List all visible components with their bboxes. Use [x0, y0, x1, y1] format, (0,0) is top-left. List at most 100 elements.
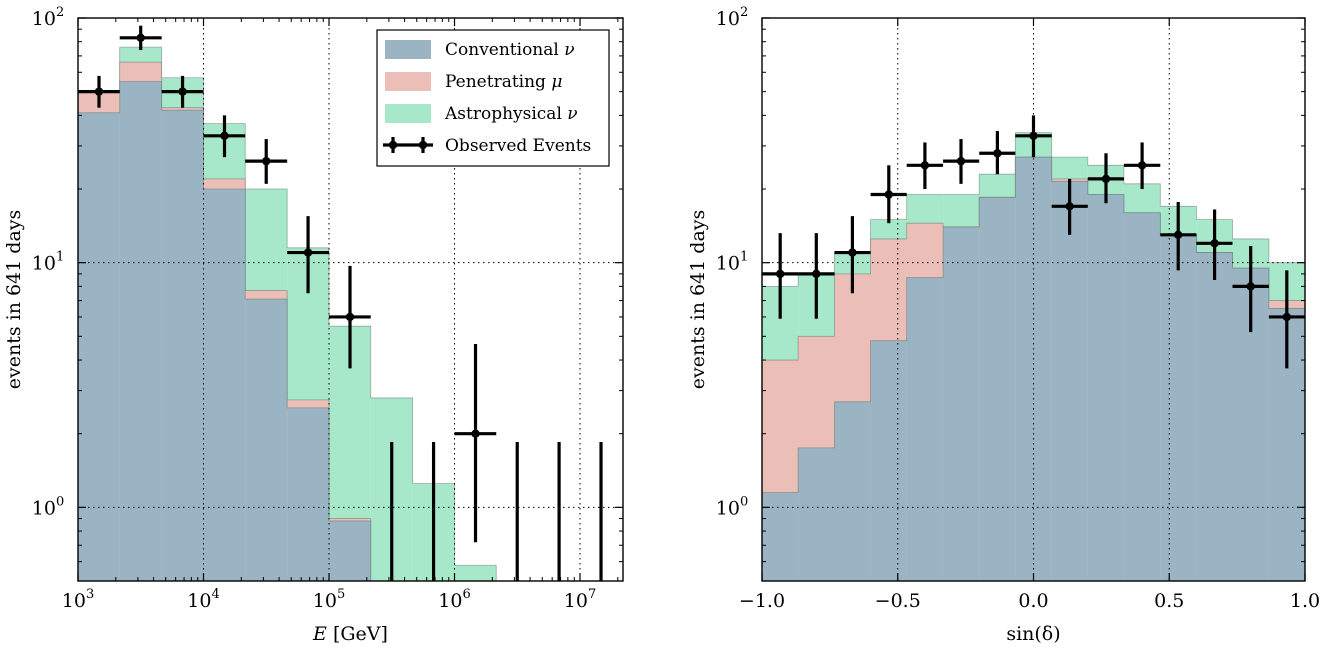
x-tick-label: 106 [438, 587, 470, 612]
x-tick-label: −1.0 [739, 590, 785, 612]
plot-area [762, 132, 1305, 581]
observed-marker [303, 248, 313, 257]
observed-point [1087, 153, 1124, 204]
observed-point [979, 131, 1016, 175]
x-tick-base: 10 [313, 590, 337, 612]
y-tick-exponent: 2 [740, 5, 748, 20]
conventional-bar [870, 340, 907, 581]
observed-marker [993, 149, 1002, 158]
conventional-bar [329, 520, 371, 581]
observed-point [1160, 202, 1197, 271]
conventional-swatch [385, 40, 431, 59]
axes-frame [77, 17, 624, 582]
conventional-bar [161, 110, 204, 581]
observed-marker [1210, 239, 1219, 248]
conventional-bar [78, 112, 120, 581]
conventional-bar [203, 189, 246, 581]
conventional-bar [1123, 212, 1161, 581]
observed-marker [1137, 161, 1147, 170]
y-minor-ticks [78, 18, 623, 582]
x-axis-title: sin(δ) [1006, 623, 1060, 645]
legend: Conventional ν Penetrating μ Astrophysical… [376, 29, 610, 167]
observed-marker [94, 87, 104, 96]
observed-point [870, 165, 907, 224]
conventional-outline [78, 81, 622, 581]
y-tick-label: 102 [32, 5, 64, 30]
observed-point [834, 216, 871, 294]
observed-events [78, 25, 603, 581]
y-tick-exponent: 0 [56, 494, 64, 509]
observed-point [1051, 178, 1088, 235]
x-tick-label: 0.5 [1154, 590, 1184, 612]
x-tick-base: 10 [62, 590, 86, 612]
legend-label-symbol: μ [551, 72, 562, 92]
astrophysical-outline [78, 46, 622, 581]
x-tick-exponent: 3 [86, 587, 94, 602]
y-tick-label: 102 [716, 5, 748, 30]
x-tick-label: 104 [187, 587, 219, 612]
y-tick-exponent: 2 [56, 5, 64, 20]
conventional-bar [1051, 181, 1088, 581]
observed-point [943, 139, 980, 184]
conventional-bar [1196, 252, 1233, 581]
y-tick-label: 101 [716, 250, 748, 275]
x-tick-base: 10 [564, 590, 588, 612]
x-tick-label: 107 [564, 587, 596, 612]
conventional-bar [943, 226, 980, 581]
y-tick-base: 10 [32, 253, 56, 275]
legend-label: Astrophysical ν [444, 104, 578, 124]
observed-point [906, 142, 944, 190]
observed-point [161, 75, 204, 108]
x-tick-label: 0.0 [1018, 590, 1048, 612]
observed-point [78, 75, 120, 108]
legend-label-symbol: ν [564, 40, 574, 60]
y-tick-exponent: 1 [56, 250, 64, 265]
observed-marker [262, 156, 271, 166]
observed-point [1268, 270, 1305, 369]
observed-marker [1029, 131, 1038, 141]
observed-point [454, 344, 497, 543]
y-tick-base: 10 [32, 8, 56, 30]
x-axis-title-text: [GeV] [327, 623, 388, 645]
series-conventional [78, 81, 622, 581]
y-tick-base: 10 [716, 253, 740, 275]
x-tick-exponent: 4 [211, 587, 219, 602]
legend-label-text: Astrophysical [444, 104, 567, 124]
observed-events [762, 115, 1305, 369]
y-axis-title: events in 641 days [3, 210, 25, 390]
x-tick-base: 10 [187, 590, 211, 612]
x-axis-title-text: sin(δ) [1006, 623, 1060, 645]
conventional-bar [1160, 234, 1197, 581]
observed-marker [884, 190, 893, 199]
observed-point [762, 233, 799, 319]
conventional-bar [245, 299, 288, 581]
x-tick-label: 103 [62, 587, 94, 612]
legend-label: Conventional ν [445, 40, 575, 60]
observed-marker [812, 269, 821, 279]
x-tick-base: 10 [438, 590, 462, 612]
legend-label-text: Penetrating [445, 72, 551, 92]
y-tick-base: 10 [716, 497, 740, 519]
x-tick-label: −0.5 [875, 590, 921, 612]
x-tick-label: 1.0 [1290, 590, 1320, 612]
x-tick-exponent: 5 [337, 587, 345, 602]
y-tick-base: 10 [716, 8, 740, 30]
y-tick-label: 100 [32, 494, 64, 519]
observed-marker [1174, 230, 1183, 239]
conventional-bar [119, 81, 162, 581]
conventional-bar [798, 447, 835, 581]
y-tick-exponent: 1 [740, 250, 748, 265]
observed-marker [1101, 174, 1111, 184]
legend-item-astrophysical: Astrophysical ν [385, 104, 578, 124]
grid-lines [78, 18, 623, 581]
observed-marker [1282, 312, 1292, 322]
observed-point [287, 216, 330, 294]
conventional-bar [906, 277, 944, 581]
observed-marker [920, 161, 930, 170]
y-tick-label: 101 [32, 250, 64, 275]
x-tick-exponent: 7 [588, 587, 596, 602]
